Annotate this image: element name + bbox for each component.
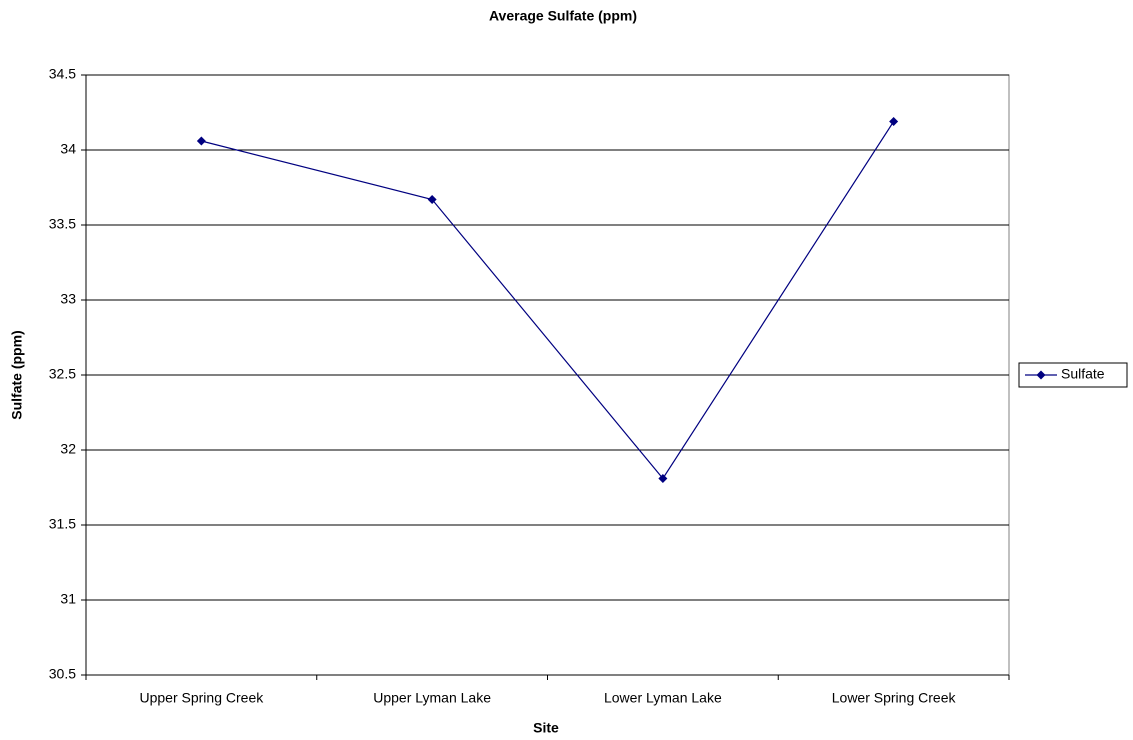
- marker: [889, 117, 899, 126]
- x-tick-label: Upper Lyman Lake: [373, 690, 491, 706]
- y-tick-label: 32.5: [49, 366, 76, 382]
- marker: [658, 474, 668, 483]
- y-tick-label: 31.5: [49, 516, 76, 532]
- legend-marker: [1036, 370, 1046, 380]
- marker: [196, 136, 206, 146]
- x-axis-label: Site: [533, 720, 559, 736]
- legend-label: Sulfate: [1061, 366, 1105, 382]
- y-tick-label: 32: [60, 441, 76, 457]
- marker: [427, 195, 437, 204]
- y-tick-label: 34.5: [49, 66, 76, 82]
- y-tick-label: 30.5: [49, 666, 76, 682]
- y-axis-label: Sulfate (ppm): [9, 330, 25, 419]
- y-tick-label: 33.5: [49, 216, 76, 232]
- chart-title: Average Sulfate (ppm): [489, 8, 637, 24]
- y-tick-label: 33: [60, 291, 76, 307]
- y-tick-label: 34: [60, 141, 76, 157]
- x-tick-label: Lower Lyman Lake: [604, 690, 722, 706]
- series-line: [201, 121, 895, 480]
- y-tick-label: 31: [60, 591, 76, 607]
- x-tick-label: Upper Spring Creek: [140, 690, 265, 706]
- x-tick-label: Lower Spring Creek: [832, 690, 957, 706]
